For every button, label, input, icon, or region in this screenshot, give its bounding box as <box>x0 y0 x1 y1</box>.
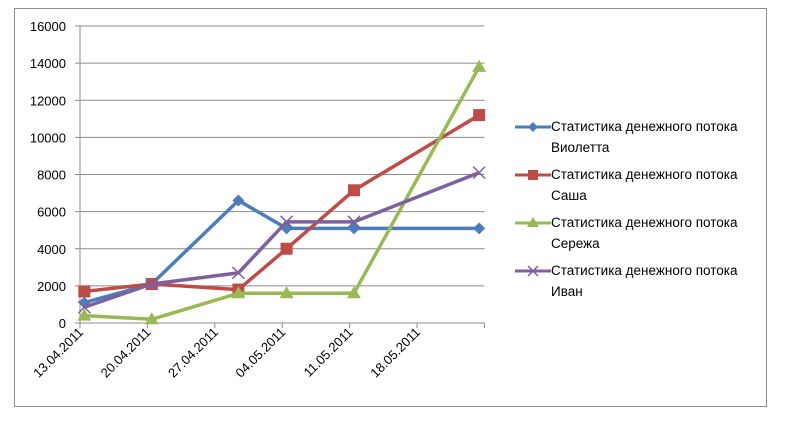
data-point <box>280 242 293 255</box>
series-triangle <box>77 59 487 325</box>
x-tick-label: 04.05.2011 <box>232 325 288 381</box>
x-marker-icon <box>515 265 551 277</box>
chart-legend: Статистика денежного потока Виолетта Стат… <box>515 118 765 310</box>
x-axis-tick-labels: 13.04.2011 20.04.2011 27.04.2011 04.05.2011… <box>30 325 423 381</box>
series-x <box>77 166 486 314</box>
y-tick-label: 4000 <box>37 242 66 257</box>
data-point <box>78 285 91 298</box>
legend-item-sasha: Статистика денежного потока Саша <box>515 166 765 206</box>
legend-label: Статистика денежного потока <box>551 215 738 230</box>
y-tick-label: 0 <box>59 316 66 331</box>
x-tick-label: 27.04.2011 <box>165 325 221 381</box>
x-tick-label: 11.05.2011 <box>301 325 356 380</box>
y-tick-label: 14000 <box>30 56 66 71</box>
y-tick-label: 8000 <box>37 168 66 183</box>
legend-label-name: Саша <box>551 188 587 203</box>
gridlines <box>75 25 485 324</box>
x-tick-label: 18.05.2011 <box>367 325 423 381</box>
data-point <box>473 222 486 235</box>
legend-label-name: Сережа <box>551 236 600 251</box>
data-point <box>77 308 92 321</box>
axes <box>79 26 485 328</box>
data-point <box>144 312 159 325</box>
y-tick-label: 16000 <box>30 19 66 34</box>
legend-label: Статистика денежного потока <box>551 167 738 182</box>
y-tick-label: 2000 <box>37 279 66 294</box>
data-point <box>347 184 360 197</box>
data-point <box>472 59 487 72</box>
y-tick-label: 10000 <box>30 130 66 145</box>
data-point <box>279 286 294 299</box>
data-point <box>231 286 246 299</box>
legend-item-ivan: Статистика денежного потока Иван <box>515 262 765 302</box>
legend-item-violetta: Статистика денежного потока Виолетта <box>515 118 765 158</box>
diamond-marker-icon <box>515 122 551 132</box>
data-point <box>232 194 245 207</box>
data-point <box>346 286 361 299</box>
x-tick-label: 13.04.2011 <box>30 325 86 381</box>
plot-series <box>77 59 487 325</box>
legend-label-name: Иван <box>551 284 583 299</box>
legend-item-serezha: Статистика денежного потока Сережа <box>515 214 765 254</box>
legend-label-name: Виолетта <box>551 140 610 155</box>
y-axis-tick-labels: 0 2000 4000 6000 8000 10000 12000 14000 16000 <box>30 19 66 331</box>
y-tick-label: 12000 <box>30 93 66 108</box>
data-point <box>473 109 486 122</box>
x-tick-label: 20.04.2011 <box>98 325 154 381</box>
data-point <box>347 222 360 235</box>
legend-label: Статистика денежного потока <box>551 263 738 278</box>
triangle-marker-icon <box>515 217 551 227</box>
square-marker-icon <box>515 170 551 180</box>
legend-label: Статистика денежного потока <box>551 119 738 134</box>
y-tick-label: 6000 <box>37 205 66 220</box>
